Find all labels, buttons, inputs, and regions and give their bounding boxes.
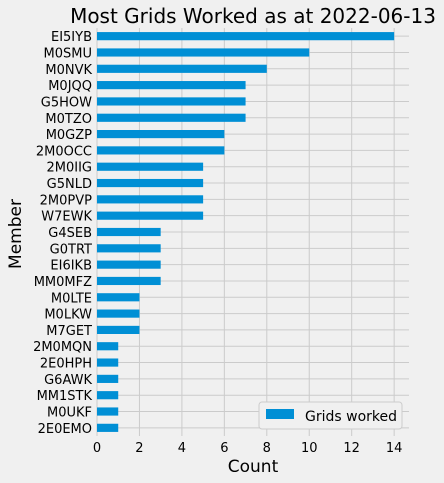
- y-tick-label: G0TRT: [50, 242, 92, 257]
- bar: [97, 342, 119, 351]
- bar: [97, 260, 161, 269]
- bar: [97, 178, 204, 188]
- x-tick-label: 14: [386, 441, 403, 456]
- y-tick-label: 2E0HPH: [40, 357, 92, 372]
- bar: [97, 244, 161, 253]
- y-tick-label: G4SEB: [48, 226, 92, 241]
- y-tick-label: 2E0EMO: [38, 422, 92, 437]
- x-ticks: 0 2 4 6 8 10 12 14: [93, 441, 403, 456]
- bars: [97, 32, 395, 432]
- y-tick-label: M0NVK: [45, 63, 92, 78]
- bar: [97, 325, 140, 334]
- y-tick-label: M7GET: [46, 324, 92, 339]
- legend-swatch: [266, 409, 294, 419]
- x-tick-label: 6: [220, 441, 228, 456]
- y-tick-label: M0JQQ: [48, 79, 92, 94]
- y-tick-label: M0UKF: [47, 406, 92, 421]
- y-tick-label: G5NLD: [47, 177, 92, 192]
- bar: [97, 64, 267, 73]
- x-tick-label: 2: [135, 441, 143, 456]
- x-tick-label: 0: [93, 441, 101, 456]
- bar: [97, 227, 161, 237]
- bar: [97, 81, 246, 90]
- y-tick-label: M0TZO: [45, 112, 92, 127]
- bar: [97, 358, 119, 367]
- bar: [97, 32, 395, 41]
- bar: [97, 276, 161, 286]
- bar: [97, 211, 204, 220]
- y-tick-label: 2M0IIG: [47, 161, 93, 176]
- bar: [97, 407, 119, 416]
- y-tick-label: M0LTE: [51, 291, 92, 306]
- bar: [97, 374, 119, 383]
- y-tick-label: W7EWK: [41, 210, 92, 225]
- y-tick-label: M0GZP: [46, 128, 92, 143]
- bar: [97, 146, 225, 155]
- y-tick-label: M0LKW: [44, 308, 92, 323]
- bar: [97, 48, 310, 57]
- x-tick-label: 4: [178, 441, 186, 456]
- bar: [97, 309, 140, 318]
- y-tick-label: EI6IKB: [50, 259, 92, 274]
- legend-box: [258, 401, 403, 430]
- y-tick-label: M0SMU: [44, 46, 92, 61]
- chart-title: Most Grids Worked as at 2022-06-13: [70, 4, 436, 28]
- legend-label: Grids worked: [305, 409, 397, 425]
- y-tick-label: 2M0OCC: [36, 144, 92, 159]
- y-tick-label: 2M0PVP: [40, 193, 92, 208]
- x-tick-label: 12: [343, 441, 360, 456]
- x-tick-label: 8: [263, 441, 271, 456]
- bar: [97, 293, 140, 302]
- x-axis-title: Count: [228, 457, 279, 477]
- bar: [97, 162, 204, 171]
- y-tick-label: MM0MFZ: [34, 275, 92, 290]
- y-tick-label: 2M0MQN: [33, 340, 92, 355]
- legend: Grids worked: [258, 401, 403, 430]
- y-axis-title: Member: [6, 199, 26, 269]
- bar: [97, 423, 119, 432]
- bar: [97, 391, 119, 400]
- y-tick-label: MM1STK: [37, 389, 93, 404]
- y-tick-label: G5HOW: [41, 95, 92, 110]
- bar: [97, 113, 246, 122]
- bar: [97, 195, 204, 204]
- bar: [97, 130, 225, 139]
- x-tick-label: 10: [301, 441, 318, 456]
- y-tick-label: EI5IYB: [51, 30, 92, 45]
- y-tick-label: G6AWK: [44, 373, 92, 388]
- bar: [97, 97, 246, 106]
